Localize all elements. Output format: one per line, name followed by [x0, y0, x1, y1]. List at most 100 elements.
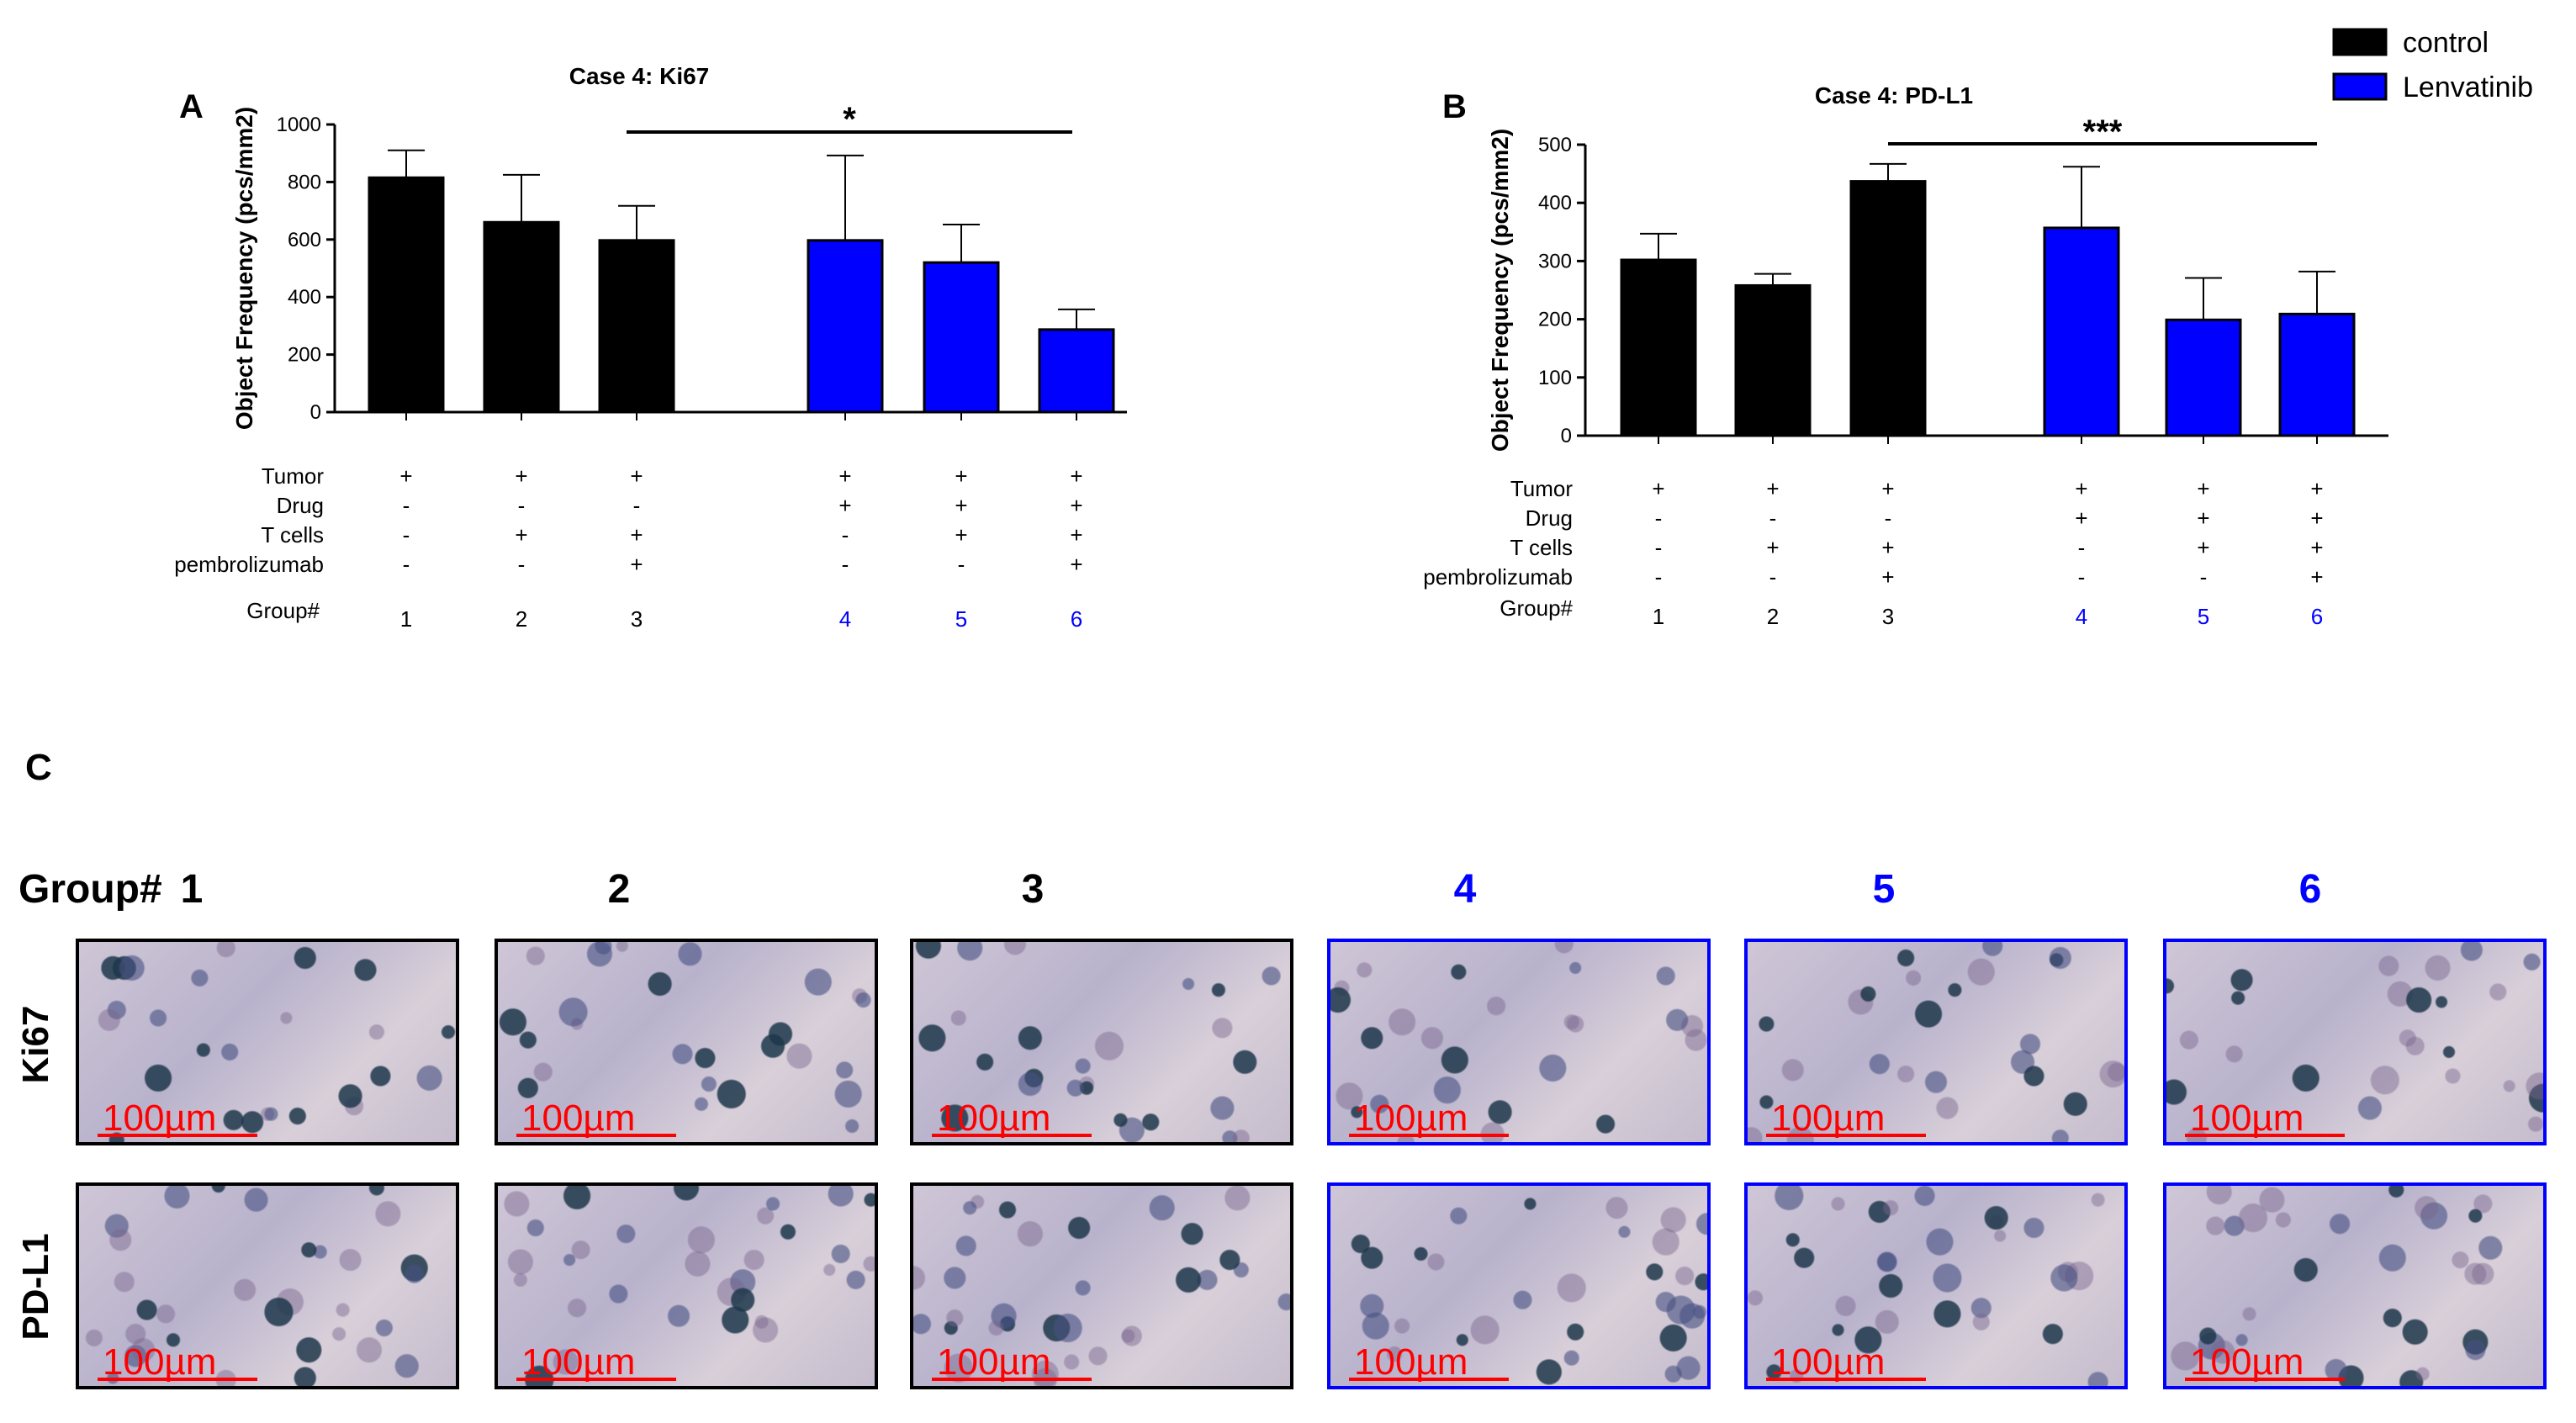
scale-bar [1349, 1378, 1509, 1381]
chart-A-group-number: 3 [631, 606, 643, 632]
chart-A-bar-group-3 [598, 239, 675, 414]
chart-A-bar-group-2 [483, 220, 560, 414]
chart-A-y-tick-label: 1000 [277, 114, 321, 136]
chart-A-group-number: 1 [400, 606, 412, 632]
micrograph-ki67-group-6: 100µm [2163, 939, 2547, 1145]
chart-B-condition-mark: + [1881, 476, 1894, 501]
micrograph-ki67-group-1: 100µm [76, 939, 459, 1145]
chart-A-condition-label: Tumor [262, 463, 324, 489]
chart-A-y-tick-label: 800 [288, 171, 321, 193]
micrograph-pdl1-group-3: 100µm [910, 1182, 1293, 1389]
panel-c-group-5: 5 [1872, 867, 1896, 912]
tissue-image [1748, 942, 2124, 1142]
tissue-image [2166, 1186, 2543, 1386]
chart-A-condition-mark: - [518, 493, 526, 518]
chart-B-condition-mark: + [2075, 476, 2087, 501]
chart-A-condition-mark: + [955, 463, 967, 489]
scale-bar [98, 1134, 257, 1137]
chart-B-condition-mark: + [1881, 535, 1894, 560]
tissue-image [79, 1186, 456, 1386]
micrograph-ki67-group-4: 100µm [1327, 939, 1711, 1145]
chart-B-condition-label: Drug [1526, 505, 1573, 531]
chart-B-condition-label: T cells [1510, 535, 1573, 560]
chart-B-condition-mark: + [2197, 505, 2209, 531]
panel-c-group-4: 4 [1453, 867, 1477, 912]
chart-B-y-tick-label: 100 [1538, 367, 1572, 389]
tissue-image [2166, 942, 2543, 1142]
scale-bar [932, 1134, 1092, 1137]
chart-B-y-tick-label: 400 [1538, 192, 1572, 214]
micrograph-ki67-group-5: 100µm [1744, 939, 2128, 1145]
chart-A-condition-mark: + [630, 463, 643, 489]
micrograph-pdl1-group-1: 100µm [76, 1182, 459, 1389]
chart-A-bar-group-1 [368, 176, 445, 414]
chart-B-y-tick-label: 300 [1538, 250, 1572, 272]
chart-A-group-number: 6 [1071, 606, 1082, 632]
chart-A-title: Case 4: Ki67 [569, 63, 710, 89]
chart-B-condition-mark: - [2200, 564, 2208, 590]
chart-B-group-label: Group# [1500, 595, 1573, 621]
chart-A-y-tick-label: 200 [288, 344, 321, 367]
panel-c-group-1: 1 [180, 867, 204, 912]
chart-A-y-tick-label: 600 [288, 229, 321, 251]
scale-bar [932, 1378, 1092, 1381]
chart-A-condition-mark: + [1070, 522, 1082, 548]
scale-bar-label: 100µm [2190, 1098, 2304, 1139]
legend-label-control: control [2403, 27, 2489, 59]
chart-A-condition-mark: - [403, 552, 410, 577]
chart-A-y-label: Object Frequency (pcs/mm2) [231, 107, 257, 430]
chart-B-condition-mark: + [2197, 476, 2209, 501]
micrograph-pdl1-group-2: 100µm [495, 1182, 878, 1389]
chart-A-condition-mark: + [630, 552, 643, 577]
chart-A-bar-group-6 [1038, 328, 1115, 414]
chart-B-y-tick-label: 0 [1561, 425, 1572, 447]
chart-B-y-tick-label: 200 [1538, 309, 1572, 331]
chart-A-condition-mark: + [838, 463, 851, 489]
legend-swatch-lenvatinib [2332, 72, 2388, 101]
chart-B-condition-mark: + [1766, 535, 1779, 560]
micrograph-ki67-group-2: 100µm [495, 939, 878, 1145]
tissue-image [913, 942, 1290, 1142]
chart-A-group-number: 4 [839, 606, 851, 632]
scale-bar [1766, 1134, 1926, 1137]
chart-B-condition-label: pembrolizumab [1423, 564, 1573, 590]
chart-A-y-tick-label: 0 [310, 401, 321, 424]
chart-B-condition-mark: - [1769, 564, 1777, 590]
chart-B-condition-mark: - [1769, 505, 1777, 531]
micrograph-pdl1-group-4: 100µm [1327, 1182, 1711, 1389]
scale-bar-label: 100µm [1771, 1098, 1886, 1139]
chart-B-condition-mark: + [2310, 476, 2323, 501]
chart-B-condition-mark: + [1881, 564, 1894, 590]
legend-swatch-control [2332, 28, 2388, 56]
chart-A-condition-mark: + [1070, 463, 1082, 489]
chart-A-group-number: 2 [516, 606, 527, 632]
micrograph-ki67-group-3: 100µm [910, 939, 1293, 1145]
scale-bar-label: 100µm [937, 1098, 1051, 1139]
scale-bar [1349, 1134, 1509, 1137]
chart-B-title: Case 4: PD-L1 [1815, 82, 1973, 108]
chart-B-significance-marker: *** [2083, 114, 2123, 151]
chart-A-condition-mark: - [403, 522, 410, 548]
chart-B-group-number: 3 [1882, 604, 1894, 629]
chart-A-condition-mark: - [518, 552, 526, 577]
chart-B-condition-mark: - [1655, 564, 1663, 590]
panel-c-group-header: Group# [19, 867, 162, 912]
chart-A-condition-mark: + [399, 463, 412, 489]
chart-A-significance-marker: * [843, 101, 856, 138]
scale-bar-label: 100µm [2190, 1341, 2304, 1383]
panel-c-letter: C [25, 747, 52, 788]
scale-bar-label: 100µm [103, 1098, 217, 1139]
chart-B-bar-group-6 [2278, 312, 2356, 437]
tissue-image [913, 1186, 1290, 1386]
legend-label-lenvatinib: Lenvatinib [2403, 71, 2533, 103]
chart-A-condition-mark: - [633, 493, 641, 518]
chart-A-condition-mark: + [515, 522, 527, 548]
chart-B-group-number: 1 [1653, 604, 1664, 629]
panel-c-group-6: 6 [2298, 867, 2322, 912]
chart-B-bar-group-2 [1734, 283, 1812, 437]
chart-B-condition-mark: - [1655, 505, 1663, 531]
chart-B-condition-mark: - [1885, 505, 1892, 531]
chart-B-condition-mark: - [2078, 535, 2086, 560]
chart-B-condition-mark: + [2075, 505, 2087, 531]
chart-B-condition-mark: + [1652, 476, 1664, 501]
